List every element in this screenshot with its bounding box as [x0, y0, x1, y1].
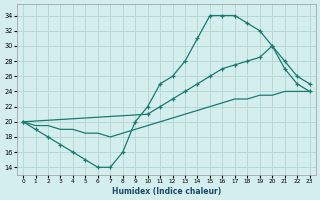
X-axis label: Humidex (Indice chaleur): Humidex (Indice chaleur) [112, 187, 221, 196]
